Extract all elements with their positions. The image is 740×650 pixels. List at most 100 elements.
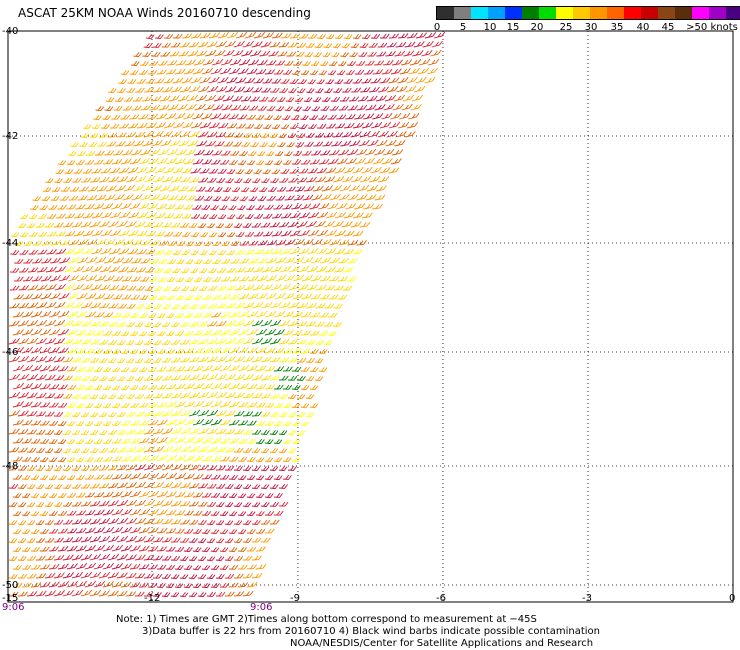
wind-barb (242, 466, 252, 472)
wind-barb (80, 483, 91, 489)
wind-barb (125, 376, 135, 382)
wind-barb (107, 535, 120, 543)
wind-barb (255, 383, 267, 390)
wind-barb (90, 265, 103, 273)
wind-barb (104, 256, 116, 264)
wind-barb (228, 564, 239, 570)
wind-barb (414, 85, 426, 93)
wind-barb (100, 123, 111, 129)
wind-barb (251, 392, 263, 399)
wind-barb (234, 284, 246, 291)
wind-barb (202, 312, 213, 318)
wind-barb (233, 392, 245, 399)
wind-barb (141, 96, 153, 102)
wind-barb (57, 365, 69, 372)
wind-barb (278, 221, 290, 228)
wind-barb (267, 96, 278, 102)
wind-barb (188, 556, 198, 562)
wind-barb (102, 474, 114, 480)
wind-barb (310, 312, 321, 318)
wind-barb (59, 239, 71, 246)
wind-barb (198, 285, 208, 291)
wind-barb (205, 49, 217, 57)
wind-barb (73, 247, 85, 255)
wind-barb (206, 223, 216, 229)
wind-barb (134, 358, 144, 364)
wind-barb (298, 212, 310, 219)
wind-barb (246, 438, 257, 444)
wind-barb (41, 257, 52, 264)
wind-barb (286, 142, 295, 148)
wind-barb (93, 580, 106, 588)
wind-barb (277, 142, 286, 148)
wind-barb (136, 122, 148, 129)
wind-barb (180, 85, 192, 93)
wind-barb (121, 312, 131, 318)
wind-barb (251, 429, 262, 435)
wind-barb (274, 292, 286, 300)
wind-barb (197, 556, 207, 562)
wind-barb (215, 573, 225, 579)
wind-barb (30, 546, 41, 552)
wind-barb (170, 519, 182, 525)
wind-barb (266, 257, 278, 264)
wind-barb (210, 329, 222, 336)
wind-barb (342, 87, 352, 93)
wind-barb (75, 204, 86, 210)
wind-barb (149, 194, 161, 201)
wind-barb (197, 483, 209, 489)
wind-barb (309, 70, 319, 76)
wind-barb (206, 428, 218, 435)
wind-barb (388, 167, 400, 174)
wind-barb (364, 148, 377, 156)
wind-barb (320, 105, 330, 111)
wind-barb (219, 529, 229, 535)
wind-barb (28, 231, 38, 237)
wind-barb (270, 283, 282, 291)
wind-barb (323, 132, 334, 138)
wind-barb (343, 248, 355, 255)
wind-barb (216, 177, 226, 183)
wind-barb (379, 121, 392, 129)
wind-barb (270, 177, 280, 183)
wind-barb (206, 321, 218, 327)
wind-barb (175, 295, 184, 301)
wind-barb (48, 310, 61, 318)
wind-barb (133, 52, 142, 58)
wind-barb (192, 565, 202, 571)
wind-barb (292, 274, 305, 282)
wind-barb (255, 420, 266, 426)
wind-barb (120, 385, 130, 391)
colorbar-label-15: 15 (506, 22, 520, 33)
wind-barb (147, 582, 158, 588)
wind-barb (165, 331, 175, 336)
wind-barb (310, 293, 322, 300)
wind-barb (166, 148, 179, 156)
wind-barb (279, 283, 291, 291)
wind-barb (223, 49, 235, 57)
wind-barb (64, 213, 76, 219)
wind-barb (98, 412, 108, 418)
wind-barb (111, 202, 123, 210)
wind-barb (271, 32, 283, 39)
wind-barb (21, 511, 31, 517)
wind-barb (93, 544, 106, 552)
wind-barb (84, 421, 94, 427)
wind-barb (192, 510, 203, 516)
wind-barb (237, 420, 249, 426)
wind-barb (256, 292, 268, 300)
wind-barb (107, 590, 119, 597)
wind-barb (156, 419, 168, 426)
wind-barb (399, 68, 411, 75)
wind-barb (374, 194, 386, 201)
wind-barb (366, 95, 378, 102)
wind-barb (145, 230, 157, 237)
wind-barb (152, 573, 163, 579)
wind-barb (219, 400, 231, 408)
wind-barb (406, 76, 418, 84)
wind-barb (35, 337, 48, 345)
wind-barb (343, 122, 355, 129)
wind-barb (298, 33, 309, 39)
wind-barb (221, 104, 233, 111)
wind-barb (107, 412, 117, 418)
